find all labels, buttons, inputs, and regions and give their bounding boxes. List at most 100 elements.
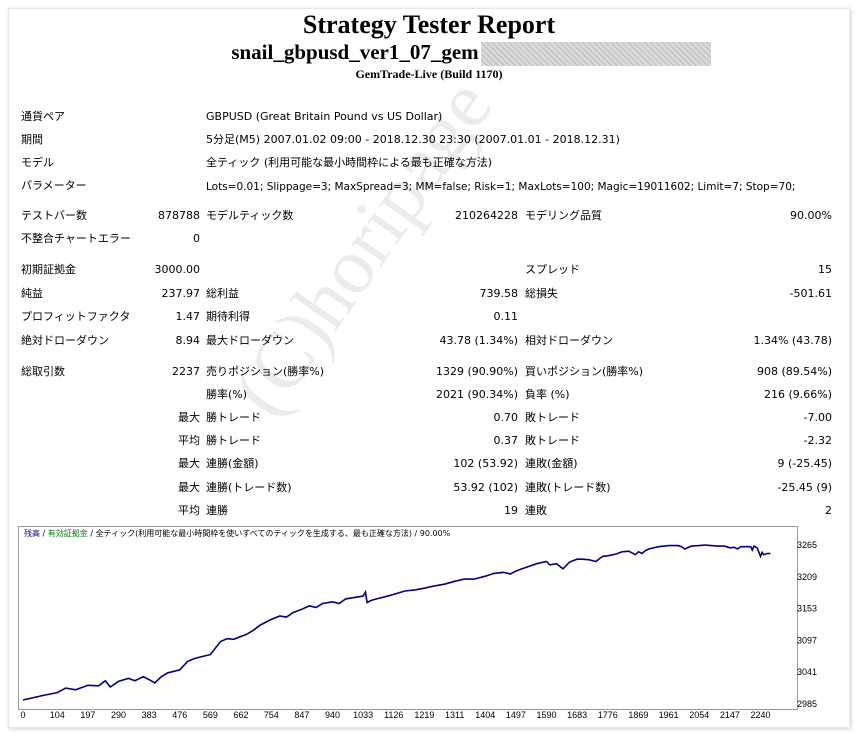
x-tick-label: 104 — [50, 710, 65, 720]
x-tick-label: 383 — [142, 710, 157, 720]
redaction-block — [481, 42, 711, 66]
trades-label: 総取引数 — [21, 365, 65, 378]
avg-win-label: 勝トレード — [206, 434, 261, 447]
y-tick-label: 3097 — [797, 635, 817, 645]
ea-name-text: snail_gbpusd_ver1_07_gem — [231, 40, 479, 64]
params-label: パラメーター — [21, 179, 87, 192]
x-tick-label: 1683 — [567, 710, 587, 720]
avg-cons-losses-label: 連敗 — [525, 504, 547, 517]
caption-sep: / — [40, 529, 48, 538]
largest-win-label: 勝トレード — [206, 411, 261, 424]
x-tick-label: 1869 — [628, 710, 648, 720]
cons-wins-money-label: 連勝(金額) — [206, 457, 259, 470]
long-value: 908 (89.54%) — [756, 365, 832, 378]
trades-value: 2237 — [172, 365, 200, 378]
avg-cons-losses-value: 2 — [825, 504, 832, 517]
cons-wins-money-value: 102 (53.92) — [453, 457, 518, 470]
period-label: 期間 — [21, 133, 43, 146]
x-tick-label: 1776 — [598, 710, 618, 720]
symbol-value: GBPUSD (Great Britain Pound vs US Dollar… — [206, 110, 443, 123]
spread-label: スプレッド — [525, 263, 580, 276]
largest-prefix: 最大 — [178, 411, 200, 424]
mismatch-value: 0 — [193, 232, 200, 245]
x-tick-label: 1126 — [384, 710, 403, 720]
max-dd-label: 最大ドローダウン — [206, 334, 294, 347]
x-tick-label: 1961 — [659, 710, 679, 720]
abs-dd-label: 絶対ドローダウン — [21, 334, 109, 347]
largest-loss-value: -7.00 — [803, 411, 832, 424]
x-tick-label: 1404 — [475, 710, 495, 720]
cons-losses-money-label: 連敗(金額) — [525, 457, 578, 470]
short-value: 1329 (90.90%) — [435, 365, 518, 378]
y-tick-label: 3153 — [797, 604, 817, 614]
chart-caption: 残高 / 有効証拠金 / 全ティック(利用可能な最小時間枠を使いすべてのティック… — [24, 529, 450, 539]
x-tick-label: 2240 — [751, 710, 771, 720]
rel-dd-value: 1.34% (43.78) — [753, 334, 832, 347]
net-label: 純益 — [21, 287, 43, 300]
gross-profit-value: 739.58 — [479, 287, 519, 300]
avg-cons-wins-value: 19 — [504, 504, 518, 517]
cons-losses-count-label: 連敗(トレード数) — [525, 481, 611, 494]
abs-dd-value: 8.94 — [175, 334, 201, 347]
x-tick-label: 2054 — [689, 710, 709, 720]
balance-chart-svg: 3265 3209 3153 3097 3041 2985 0 104 197 290 383 476… — [20, 540, 817, 720]
x-tick-label: 569 — [203, 710, 218, 720]
y-tick-label: 3041 — [797, 667, 817, 677]
cons-wins-count-value: 53.92 (102) — [453, 481, 518, 494]
period-value: 5分足(M5) 2007.01.02 09:00 - 2018.12.30 23… — [206, 133, 620, 146]
x-tick-label: 2147 — [720, 710, 740, 720]
cons-wins-count-label: 連勝(トレード数) — [206, 481, 292, 494]
expected-label: 期待利得 — [206, 310, 250, 323]
y-tick-label: 3265 — [797, 540, 817, 550]
y-tick-label: 2985 — [797, 699, 817, 709]
gross-loss-value: -501.61 — [789, 287, 832, 300]
x-tick-label: 1033 — [353, 710, 373, 720]
x-tick-label: 197 — [80, 710, 95, 720]
x-tick-label: 476 — [172, 710, 187, 720]
max-cons-money-prefix: 最大 — [178, 457, 200, 470]
x-tick-label: 1311 — [445, 710, 464, 720]
report-title: Strategy Tester Report — [302, 10, 556, 39]
x-tick-label: 0 — [20, 710, 25, 720]
avg-win-value: 0.37 — [493, 434, 519, 447]
avg-loss-label: 敗トレード — [525, 434, 580, 447]
params-value: Lots=0.01; Slippage=3; MaxSpread=3; MM=f… — [206, 181, 796, 193]
gross-loss-label: 総損失 — [525, 287, 558, 300]
x-tick-label: 1590 — [537, 710, 557, 720]
win-value: 2021 (90.34%) — [435, 388, 518, 401]
avg-cons-prefix: 平均 — [178, 504, 200, 517]
bars-label: テストバー数 — [21, 209, 87, 222]
ea-name: snail_gbpusd_ver1_07_gem — [0, 40, 858, 65]
spread-value: 15 — [818, 263, 832, 276]
max-dd-value: 43.78 (1.34%) — [439, 334, 518, 347]
x-tick-label: 1497 — [506, 710, 526, 720]
long-label: 買いポジション(勝率%) — [525, 365, 644, 378]
short-label: 売りポジション(勝率%) — [206, 365, 325, 378]
x-tick-label: 940 — [325, 710, 340, 720]
cons-losses-money-value: 9 (-25.45) — [777, 457, 832, 470]
largest-loss-label: 敗トレード — [525, 411, 580, 424]
ticks-label: モデルティック数 — [206, 209, 294, 222]
model-label: モデル — [21, 156, 54, 169]
x-tick-label: 847 — [294, 710, 309, 720]
caption-equity: 有効証拠金 — [47, 529, 88, 538]
caption-balance: 残高 — [24, 529, 40, 538]
avg-loss-value: -2.32 — [803, 434, 832, 447]
model-value: 全ティック (利用可能な最小時間枠による最も正確な方法) — [206, 156, 493, 169]
avg-cons-wins-label: 連勝 — [206, 504, 228, 517]
y-tick-label: 3209 — [797, 572, 817, 582]
balance-series-line — [22, 544, 771, 701]
rel-dd-label: 相対ドローダウン — [525, 334, 613, 347]
loss-value: 216 (9.66%) — [763, 388, 832, 401]
loss-label: 負率 (%) — [525, 388, 570, 401]
symbol-label: 通貨ペア — [21, 110, 65, 123]
expected-value: 0.11 — [493, 310, 519, 323]
x-tick-label: 290 — [111, 710, 126, 720]
deposit-label: 初期証拠金 — [21, 263, 76, 276]
net-value: 237.97 — [161, 287, 201, 300]
pf-value: 1.47 — [175, 310, 201, 323]
server-build: GemTrade-Live (Build 1170) — [355, 67, 503, 81]
mismatch-label: 不整合チャートエラー — [21, 232, 131, 245]
max-cons-count-prefix: 最大 — [178, 481, 200, 494]
quality-label: モデリング品質 — [525, 209, 602, 222]
